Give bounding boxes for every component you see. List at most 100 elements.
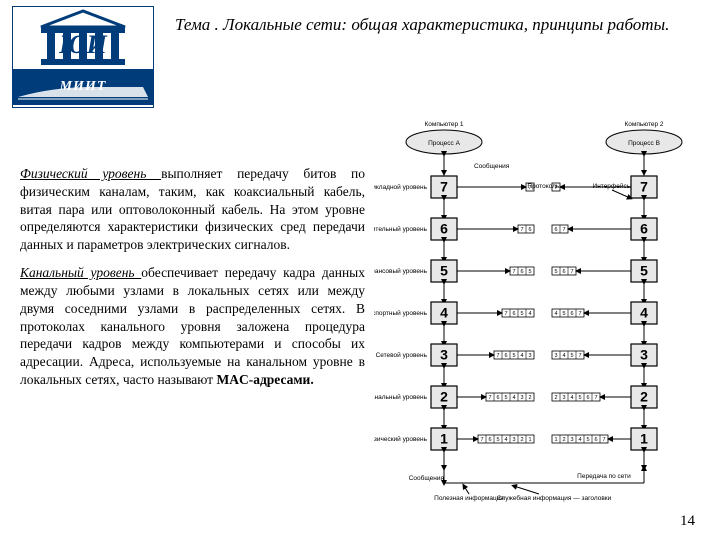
level-label-1: Физический уровень bbox=[374, 435, 428, 443]
svg-text:4: 4 bbox=[578, 437, 581, 443]
label-legend-msg: Сообщения bbox=[409, 474, 445, 482]
level-label-5: Сеансовый уровень bbox=[374, 267, 428, 275]
svg-text:3: 3 bbox=[570, 437, 573, 443]
svg-text:6: 6 bbox=[594, 437, 597, 443]
svg-text:6: 6 bbox=[512, 311, 515, 317]
legend-left: Полезная информация bbox=[434, 495, 504, 502]
svg-text:6: 6 bbox=[528, 227, 531, 233]
svg-text:4: 4 bbox=[528, 311, 531, 317]
svg-text:6: 6 bbox=[562, 269, 565, 275]
svg-text:2: 2 bbox=[554, 395, 557, 401]
svg-text:7: 7 bbox=[578, 311, 581, 317]
legend-right: Служебная информация — заголовки bbox=[497, 494, 612, 502]
level-label-4: Транспортный уровень bbox=[374, 309, 428, 317]
label-net-transmission: Передача по сети bbox=[577, 473, 631, 480]
level-label-7: Прикладной уровень bbox=[374, 183, 428, 191]
svg-text:2: 2 bbox=[562, 437, 565, 443]
svg-text:7: 7 bbox=[496, 353, 499, 359]
svg-text:4: 4 bbox=[554, 311, 557, 317]
page-number: 14 bbox=[680, 513, 695, 530]
svg-text:7: 7 bbox=[570, 269, 573, 275]
logo-top: ЮИ 7654321 bbox=[13, 7, 153, 69]
svg-text:6: 6 bbox=[488, 437, 491, 443]
p1-lead: Физический уровень bbox=[20, 166, 161, 181]
label-interfaces: Интерфейсы bbox=[593, 182, 632, 190]
osi-diagram: Компьютер 1 Компьютер 2 Процесс A Процес… bbox=[374, 118, 704, 508]
svg-text:7: 7 bbox=[440, 179, 448, 195]
svg-text:5: 5 bbox=[496, 437, 499, 443]
svg-text:3: 3 bbox=[440, 347, 448, 363]
svg-text:5: 5 bbox=[578, 395, 581, 401]
svg-text:1: 1 bbox=[640, 431, 648, 447]
body-text: Физический уровень выполняет передачу би… bbox=[20, 165, 365, 399]
svg-text:4: 4 bbox=[562, 353, 565, 359]
p2-rest: обеспечивает передачу кадра данных между… bbox=[20, 265, 365, 387]
level-label-2: Канальный уровень bbox=[374, 393, 428, 401]
svg-text:7: 7 bbox=[480, 437, 483, 443]
svg-text:4: 4 bbox=[520, 353, 523, 359]
process-a-label: Процесс A bbox=[428, 140, 460, 147]
level-label-6: Представительный уровень bbox=[374, 225, 428, 233]
logo-building-icon: ЮИ 7654321 bbox=[13, 7, 153, 69]
svg-text:5: 5 bbox=[528, 269, 531, 275]
svg-text:4: 4 bbox=[640, 305, 648, 321]
svg-text:2: 2 bbox=[640, 389, 648, 405]
osi-svg: Компьютер 1 Компьютер 2 Процесс A Процес… bbox=[374, 118, 704, 508]
iface-arrow bbox=[612, 190, 630, 198]
process-b-label: Процесс B bbox=[628, 140, 660, 147]
logo: ЮИ 7654321 МИИТ bbox=[12, 6, 154, 108]
legend-arrow-2 bbox=[514, 486, 539, 494]
svg-text:4: 4 bbox=[512, 395, 515, 401]
svg-text:6: 6 bbox=[520, 269, 523, 275]
svg-text:5: 5 bbox=[504, 395, 507, 401]
p2-bold: MAC-адресами. bbox=[216, 372, 313, 387]
svg-text:6: 6 bbox=[504, 353, 507, 359]
svg-text:1: 1 bbox=[528, 437, 531, 443]
logo-text-top: ЮИ bbox=[58, 30, 107, 59]
svg-text:2: 2 bbox=[528, 395, 531, 401]
svg-text:7: 7 bbox=[594, 395, 597, 401]
svg-text:6: 6 bbox=[640, 221, 648, 237]
svg-text:6: 6 bbox=[570, 311, 573, 317]
svg-text:5: 5 bbox=[570, 353, 573, 359]
label-protocols: Протоколы bbox=[527, 183, 560, 190]
label-messages: Сообщения bbox=[474, 162, 510, 170]
svg-text:3: 3 bbox=[562, 395, 565, 401]
svg-text:4: 4 bbox=[504, 437, 507, 443]
svg-text:7: 7 bbox=[488, 395, 491, 401]
svg-text:3: 3 bbox=[640, 347, 648, 363]
svg-text:2: 2 bbox=[520, 437, 523, 443]
legend-arrow-1 bbox=[464, 486, 469, 494]
svg-text:4: 4 bbox=[440, 305, 448, 321]
svg-text:5: 5 bbox=[562, 311, 565, 317]
label-computer-2: Компьютер 2 bbox=[624, 121, 663, 128]
label-computer-1: Компьютер 1 bbox=[424, 121, 463, 128]
svg-text:6: 6 bbox=[440, 221, 448, 237]
svg-text:5: 5 bbox=[640, 263, 648, 279]
p2-lead: Канальный уровень bbox=[20, 265, 141, 280]
svg-text:1: 1 bbox=[440, 431, 448, 447]
svg-text:7: 7 bbox=[512, 269, 515, 275]
svg-text:7: 7 bbox=[520, 227, 523, 233]
logo-bottom: МИИТ bbox=[13, 69, 153, 105]
svg-text:3: 3 bbox=[554, 353, 557, 359]
svg-text:5: 5 bbox=[512, 353, 515, 359]
svg-text:1: 1 bbox=[554, 437, 557, 443]
svg-text:7: 7 bbox=[602, 437, 605, 443]
svg-text:5: 5 bbox=[520, 311, 523, 317]
svg-text:2: 2 bbox=[440, 389, 448, 405]
svg-text:5: 5 bbox=[554, 269, 557, 275]
svg-text:6: 6 bbox=[586, 395, 589, 401]
svg-text:7: 7 bbox=[562, 227, 565, 233]
paragraph-1: Физический уровень выполняет передачу би… bbox=[20, 165, 365, 254]
svg-text:3: 3 bbox=[512, 437, 515, 443]
svg-text:7: 7 bbox=[504, 311, 507, 317]
svg-text:4: 4 bbox=[570, 395, 573, 401]
svg-text:5: 5 bbox=[586, 437, 589, 443]
svg-text:7: 7 bbox=[578, 353, 581, 359]
svg-text:6: 6 bbox=[496, 395, 499, 401]
svg-text:6: 6 bbox=[554, 227, 557, 233]
svg-text:3: 3 bbox=[528, 353, 531, 359]
level-label-3: Сетевой уровень bbox=[376, 351, 428, 359]
topic-title: Тема . Локальные сети: общая характерист… bbox=[175, 14, 695, 36]
